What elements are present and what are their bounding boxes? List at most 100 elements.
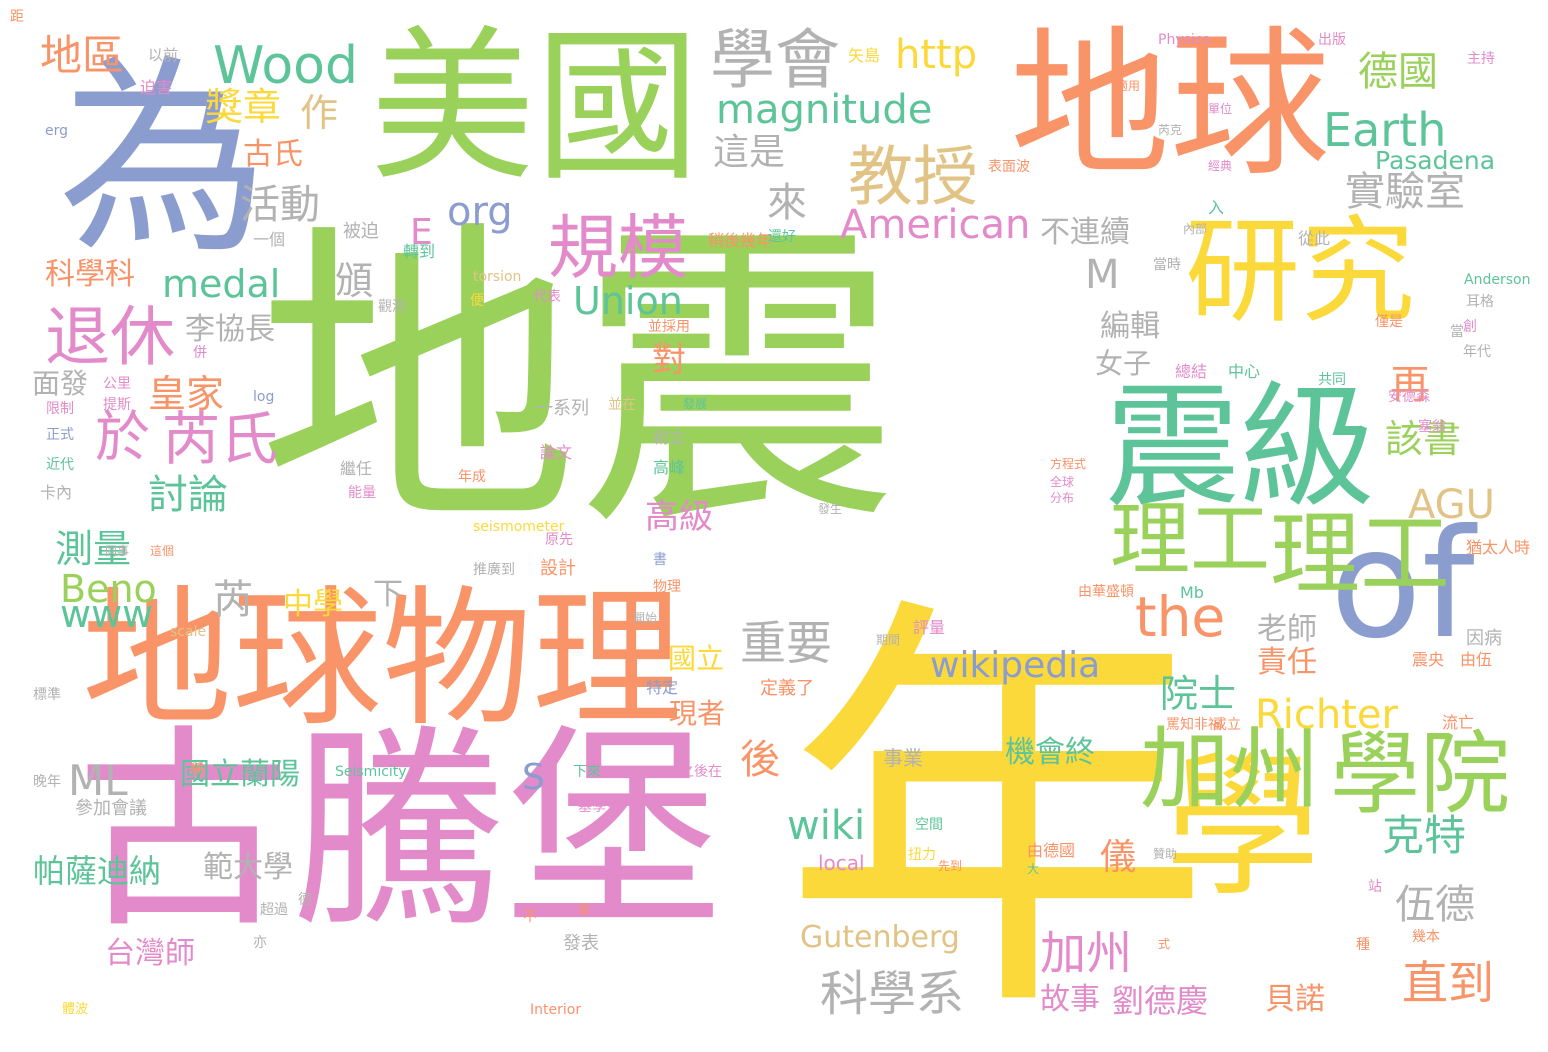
cloud-word: 創 (1463, 319, 1477, 335)
cloud-word: 當時 (1153, 257, 1181, 273)
cloud-word: 稱 (190, 762, 204, 778)
cloud-word: 觀測 (378, 299, 406, 315)
cloud-word: 提斯 (103, 397, 131, 413)
cloud-word: 現者 (669, 697, 726, 730)
cloud-word: 論文 (540, 443, 573, 462)
cloud-word: 從此 (1298, 229, 1331, 248)
cloud-word: M (1085, 252, 1120, 298)
cloud-word: 高峰 (653, 458, 686, 477)
cloud-word: 僅是 (1375, 314, 1403, 330)
cloud-word: www (60, 592, 154, 636)
cloud-word: 贊助 (1153, 847, 1178, 861)
cloud-word: org (447, 189, 513, 235)
cloud-word: 方程式 (1050, 457, 1087, 471)
cloud-word: 表面波 (988, 159, 1030, 175)
cloud-word: Earth (1323, 103, 1447, 157)
cloud-word: 德 (298, 892, 312, 908)
cloud-word: 當 (1450, 324, 1464, 340)
cloud-word: 責任 (1257, 645, 1317, 680)
cloud-word: the (1135, 585, 1226, 649)
cloud-word: 學院 (1330, 722, 1510, 827)
cloud-word: 被迫 (343, 221, 379, 242)
cloud-word: 標準 (33, 687, 61, 703)
cloud-word: 後 (740, 737, 780, 783)
cloud-word: 共同 (1318, 372, 1346, 388)
cloud-word: 便 (470, 293, 484, 309)
cloud-word: 迫害 (140, 78, 173, 97)
cloud-word: 編輯 (1100, 309, 1160, 344)
cloud-word: 不連續 (1040, 215, 1130, 250)
cloud-word: 地球物理 (82, 573, 683, 747)
cloud-word: 年代 (1463, 344, 1491, 360)
cloud-word: Wood (213, 36, 359, 96)
cloud-word: 留 (578, 902, 591, 916)
cloud-word: 書 (653, 552, 667, 568)
cloud-word: 德國 (1358, 49, 1438, 95)
cloud-word: 下 (373, 577, 403, 612)
cloud-word: 台灣師 (105, 936, 195, 971)
cloud-word: 國立蘭陽 (180, 757, 300, 792)
cloud-word: 這是 (713, 132, 786, 173)
cloud-word: Beno (60, 567, 157, 611)
cloud-word: 塞翁 (1418, 419, 1446, 435)
cloud-word: 轉到 (403, 242, 436, 261)
cloud-word: Physics (1158, 32, 1210, 48)
cloud-word: 故事 (1040, 982, 1100, 1017)
cloud-word: 重要 (740, 616, 832, 670)
cloud-word: 發生 (818, 502, 843, 516)
cloud-word: 芮氏 (162, 405, 279, 473)
cloud-word: wikipedia (930, 645, 1101, 686)
cloud-word: 入 (1208, 198, 1225, 217)
cloud-word: 美國 (370, 11, 700, 203)
cloud-word: 安德森 (1388, 389, 1430, 405)
cloud-word: 種 (1356, 937, 1370, 953)
cloud-word: 加州 (1040, 926, 1132, 980)
cloud-word: 討論 (148, 472, 228, 518)
cloud-word: scale (170, 624, 207, 640)
cloud-word: E (410, 212, 433, 253)
cloud-word: 期間 (876, 633, 901, 647)
cloud-word: American (840, 202, 1031, 248)
cloud-word: 併 (193, 345, 207, 361)
cloud-word: 扭力 (908, 847, 936, 863)
cloud-word: of (1330, 498, 1475, 672)
cloud-word: 式 (1158, 937, 1171, 951)
cloud-word: 特定 (646, 678, 679, 697)
cloud-word: local (818, 851, 865, 875)
cloud-word: Gutenberg (800, 920, 960, 955)
cloud-word: 高級 (645, 497, 713, 537)
cloud-word: 震級 (1105, 369, 1375, 526)
cloud-word: wiki (787, 803, 866, 849)
cloud-word: 加州 (1140, 717, 1320, 822)
cloud-word: 年 (782, 565, 1212, 1052)
cloud-word: 出版 (1318, 32, 1346, 48)
cloud-word: 由伍 (1460, 650, 1493, 669)
cloud-word: 該書 (1385, 417, 1462, 461)
cloud-word: 中學 (283, 587, 343, 622)
cloud-word: 物理 (653, 579, 681, 595)
cloud-word: 分布 (1050, 491, 1075, 505)
cloud-word: 由德國 (1027, 841, 1076, 860)
cloud-word: 經典 (1208, 159, 1233, 173)
cloud-word: 同事 (105, 544, 130, 558)
cloud-word: 為 (58, 37, 269, 282)
cloud-word: 定義了 (760, 678, 814, 699)
cloud-word: 理工 (1270, 502, 1450, 607)
cloud-word: 空間 (915, 817, 943, 833)
cloud-word: 國立 (668, 642, 725, 675)
cloud-word: 限制 (46, 401, 74, 417)
cloud-word: 推廣到 (473, 562, 515, 578)
cloud-word: 範大學 (203, 850, 293, 885)
cloud-word: 震央 (1412, 650, 1445, 669)
cloud-word: 代表 (533, 289, 561, 305)
cloud-word: 年成 (458, 469, 486, 485)
cloud-word: 參加會議 (75, 798, 147, 819)
cloud-word: 教授 (848, 140, 979, 215)
cloud-word: 稍後幾年 (708, 231, 773, 250)
cloud-word: 來 (767, 180, 807, 226)
cloud-word: 測量 (55, 527, 132, 571)
cloud-word: 卡內 (40, 483, 73, 502)
cloud-word: 流亡 (1442, 713, 1475, 732)
cloud-word: 距 (10, 9, 24, 25)
